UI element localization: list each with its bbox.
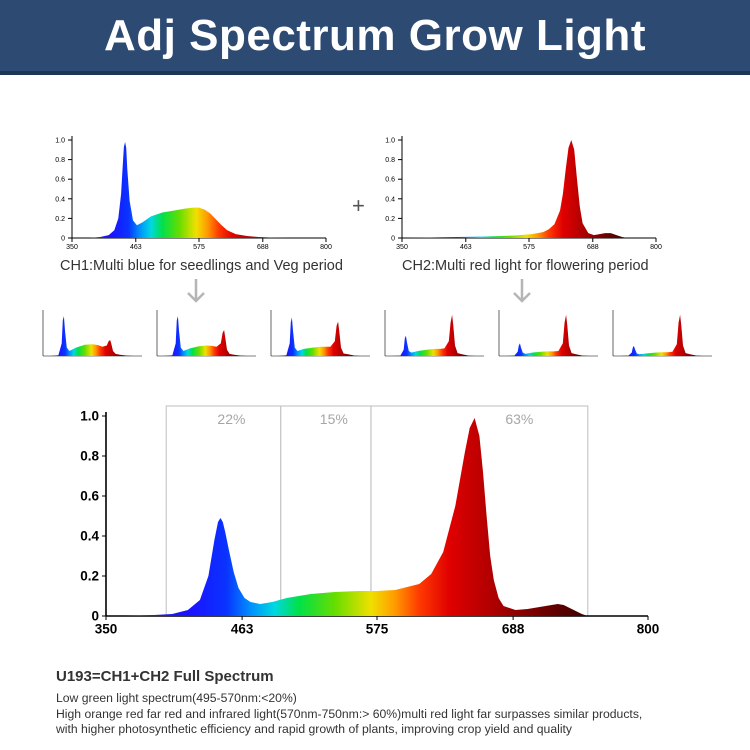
description-block: U193=CH1+CH2 Full Spectrum Low green lig… [56,668,736,738]
y-tick-label: 0.2 [80,569,99,584]
spectrum-area [619,314,704,356]
chart-full-spectrum: 22% 15% 63% 0 0.2 0.4 0.6 0.8 1.0 350 463 575 688 800 [80,405,660,637]
x-tick-label: 350 [66,244,78,251]
description-line: with higher photosynthetic efficiency an… [56,722,573,736]
spectrum-area [49,316,134,356]
y-tick-label: 1.0 [385,137,395,144]
x-tick-label: 463 [231,622,254,637]
x-tick-label: 463 [460,244,472,251]
y-tick-label: 1.0 [80,409,99,424]
description-heading: U193=CH1+CH2 Full Spectrum [56,668,274,685]
chart-mix6 [612,310,712,357]
plus-sign: + [352,193,365,218]
y-tick-label: 0.2 [55,216,65,223]
chart-mix1 [42,310,142,357]
y-tick-label: 0 [61,235,65,242]
spectrum-area [163,316,248,356]
x-tick-label: 800 [650,244,662,251]
y-tick-label: 0.4 [80,529,99,544]
ch1-plot: 0 0.2 0.4 0.6 0.8 1.0 350 463 575 688 800 [55,136,332,251]
x-tick-label: 688 [257,244,269,251]
title-banner: Adj Spectrum Grow Light [0,0,750,75]
description-line: Low green light spectrum(495-570nm:<20%) [56,691,297,705]
region-label: 15% [320,411,348,427]
ch2-caption: CH2:Multi red light for flowering period [402,258,649,274]
y-tick-label: 0 [91,609,99,624]
chart-mix4 [384,310,484,357]
x-tick-label: 688 [502,622,525,637]
spectrum-area [277,317,362,356]
x-tick-label: 688 [587,244,599,251]
chart-mix5 [498,310,598,357]
x-tick-label: 463 [130,244,142,251]
chart-ch2: 0 0.2 0.4 0.6 0.8 1.0 350 463 575 688 800 [385,136,662,251]
spectrum-area [88,142,293,238]
x-tick-label: 350 [396,244,408,251]
y-tick-label: 0.4 [55,196,65,203]
ch1-caption: CH1:Multi blue for seedlings and Veg per… [60,258,343,274]
x-tick-label: 350 [95,622,118,637]
y-tick-label: 0 [391,235,395,242]
arrow-down-icon [513,279,531,303]
spectrum-area [391,314,476,356]
x-tick-label: 800 [637,622,660,637]
spectrum-area [402,140,628,238]
y-tick-label: 0.8 [55,157,65,164]
y-tick-label: 1.0 [55,137,65,144]
full-plot: 22% 15% 63% 0 0.2 0.4 0.6 0.8 1.0 350 463 575 688 800 [80,405,660,637]
page-title: Adj Spectrum Grow Light [104,10,646,60]
chart-mix3 [270,310,370,357]
spectrum-area [505,314,590,356]
ch2-plot: 0 0.2 0.4 0.6 0.8 1.0 350 463 575 688 800 [385,136,662,251]
y-tick-label: 0.6 [80,489,99,504]
x-tick-label: 575 [366,622,389,637]
region-box [280,405,372,617]
x-tick-label: 575 [193,244,205,251]
chart-mix2 [156,310,256,357]
description-line: High orange red far red and infrared lig… [56,706,643,721]
region-label: 22% [217,411,245,427]
y-tick-label: 0.2 [385,216,395,223]
y-tick-label: 0.6 [55,177,65,184]
y-tick-label: 0.8 [385,157,395,164]
y-tick-label: 0.8 [80,449,99,464]
y-tick-label: 0.6 [385,177,395,184]
x-tick-label: 800 [320,244,332,251]
chart-ch1: 0 0.2 0.4 0.6 0.8 1.0 350 463 575 688 800 [55,136,332,251]
arrow-down-icon [187,279,205,303]
x-tick-label: 575 [523,244,535,251]
spectrum-area [124,418,588,616]
region-label: 63% [505,411,533,427]
y-tick-label: 0.4 [385,196,395,203]
